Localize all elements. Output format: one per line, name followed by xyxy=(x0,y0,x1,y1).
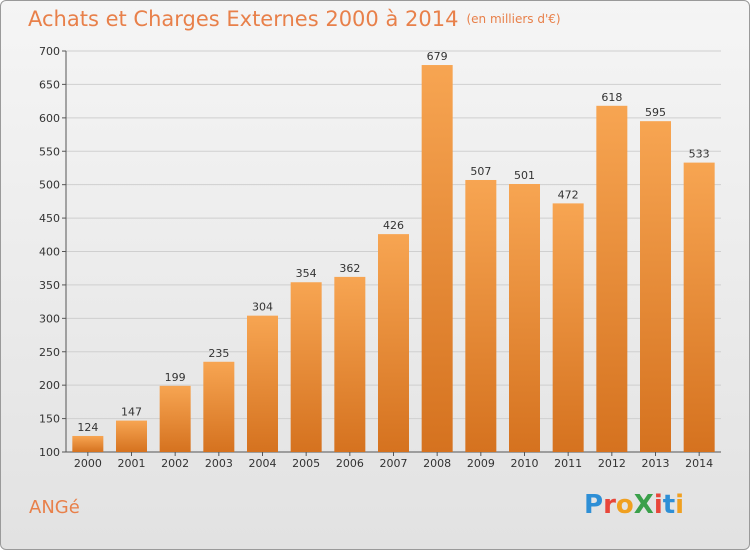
y-tick-label: 650 xyxy=(39,78,60,91)
logo-letter: o xyxy=(615,490,634,520)
bar xyxy=(509,183,540,452)
x-tick-label: 2007 xyxy=(380,457,408,470)
logo-letter: r xyxy=(603,490,616,520)
data-label: 354 xyxy=(296,267,317,280)
data-label: 501 xyxy=(514,169,535,182)
bar xyxy=(203,361,235,452)
y-tick-label: 350 xyxy=(39,279,60,292)
commune-name: ANGé xyxy=(29,497,80,518)
y-tick-label: 600 xyxy=(39,112,60,125)
logo-letter: i xyxy=(675,490,685,520)
proxiti-logo[interactable]: ProXiti xyxy=(584,490,684,520)
bar xyxy=(421,65,453,452)
bar xyxy=(116,420,147,452)
data-label: 679 xyxy=(427,50,448,63)
bar xyxy=(378,234,409,452)
x-tick-label: 2009 xyxy=(467,457,495,470)
data-label: 147 xyxy=(121,406,142,419)
y-tick-label: 450 xyxy=(39,212,60,225)
x-tick-label: 2003 xyxy=(205,457,233,470)
data-label: 235 xyxy=(208,347,229,360)
y-tick-label: 550 xyxy=(39,145,60,158)
bar xyxy=(247,315,278,452)
data-label: 304 xyxy=(252,301,273,314)
chart-title: Achats et Charges Externes 2000 à 2014 (e… xyxy=(28,7,561,31)
logo-letter: i xyxy=(653,490,663,520)
x-tick-label: 2000 xyxy=(74,457,102,470)
y-tick-label: 200 xyxy=(39,379,60,392)
x-tick-label: 2010 xyxy=(511,457,539,470)
bar xyxy=(159,385,191,452)
y-tick-label: 250 xyxy=(39,346,60,359)
bar xyxy=(640,121,671,453)
data-label: 533 xyxy=(689,148,710,161)
data-label: 199 xyxy=(165,371,186,384)
x-tick-label: 2008 xyxy=(423,457,451,470)
bar xyxy=(683,162,715,452)
x-tick-label: 2006 xyxy=(336,457,364,470)
bar xyxy=(334,276,366,452)
y-tick-label: 700 xyxy=(39,45,60,58)
bar xyxy=(596,105,628,452)
x-tick-label: 2005 xyxy=(292,457,320,470)
y-tick-label: 100 xyxy=(39,446,60,459)
data-label: 472 xyxy=(558,188,579,201)
data-label: 426 xyxy=(383,219,404,232)
y-tick-label: 500 xyxy=(39,179,60,192)
data-label: 124 xyxy=(77,421,98,434)
logo-letter: P xyxy=(584,490,604,520)
x-tick-label: 2012 xyxy=(598,457,626,470)
y-tick-label: 400 xyxy=(39,246,60,259)
data-label: 507 xyxy=(470,165,491,178)
data-label: 595 xyxy=(645,106,666,119)
y-tick-label: 150 xyxy=(39,413,60,426)
data-label: 618 xyxy=(601,91,622,104)
x-tick-label: 2002 xyxy=(161,457,189,470)
bar xyxy=(465,179,497,452)
logo-letter: X xyxy=(633,490,654,520)
bar xyxy=(552,203,584,452)
x-tick-label: 2004 xyxy=(249,457,277,470)
bar xyxy=(72,435,104,452)
logo-letter: t xyxy=(662,490,676,520)
bar xyxy=(290,282,322,452)
x-tick-label: 2011 xyxy=(554,457,582,470)
x-tick-label: 2013 xyxy=(642,457,670,470)
data-label: 362 xyxy=(339,262,360,275)
x-tick-label: 2014 xyxy=(685,457,713,470)
chart-title-text: Achats et Charges Externes 2000 à 2014 xyxy=(28,7,459,31)
x-tick-label: 2001 xyxy=(118,457,146,470)
chart-unit: (en milliers d'€) xyxy=(466,12,561,26)
y-tick-label: 300 xyxy=(39,312,60,325)
